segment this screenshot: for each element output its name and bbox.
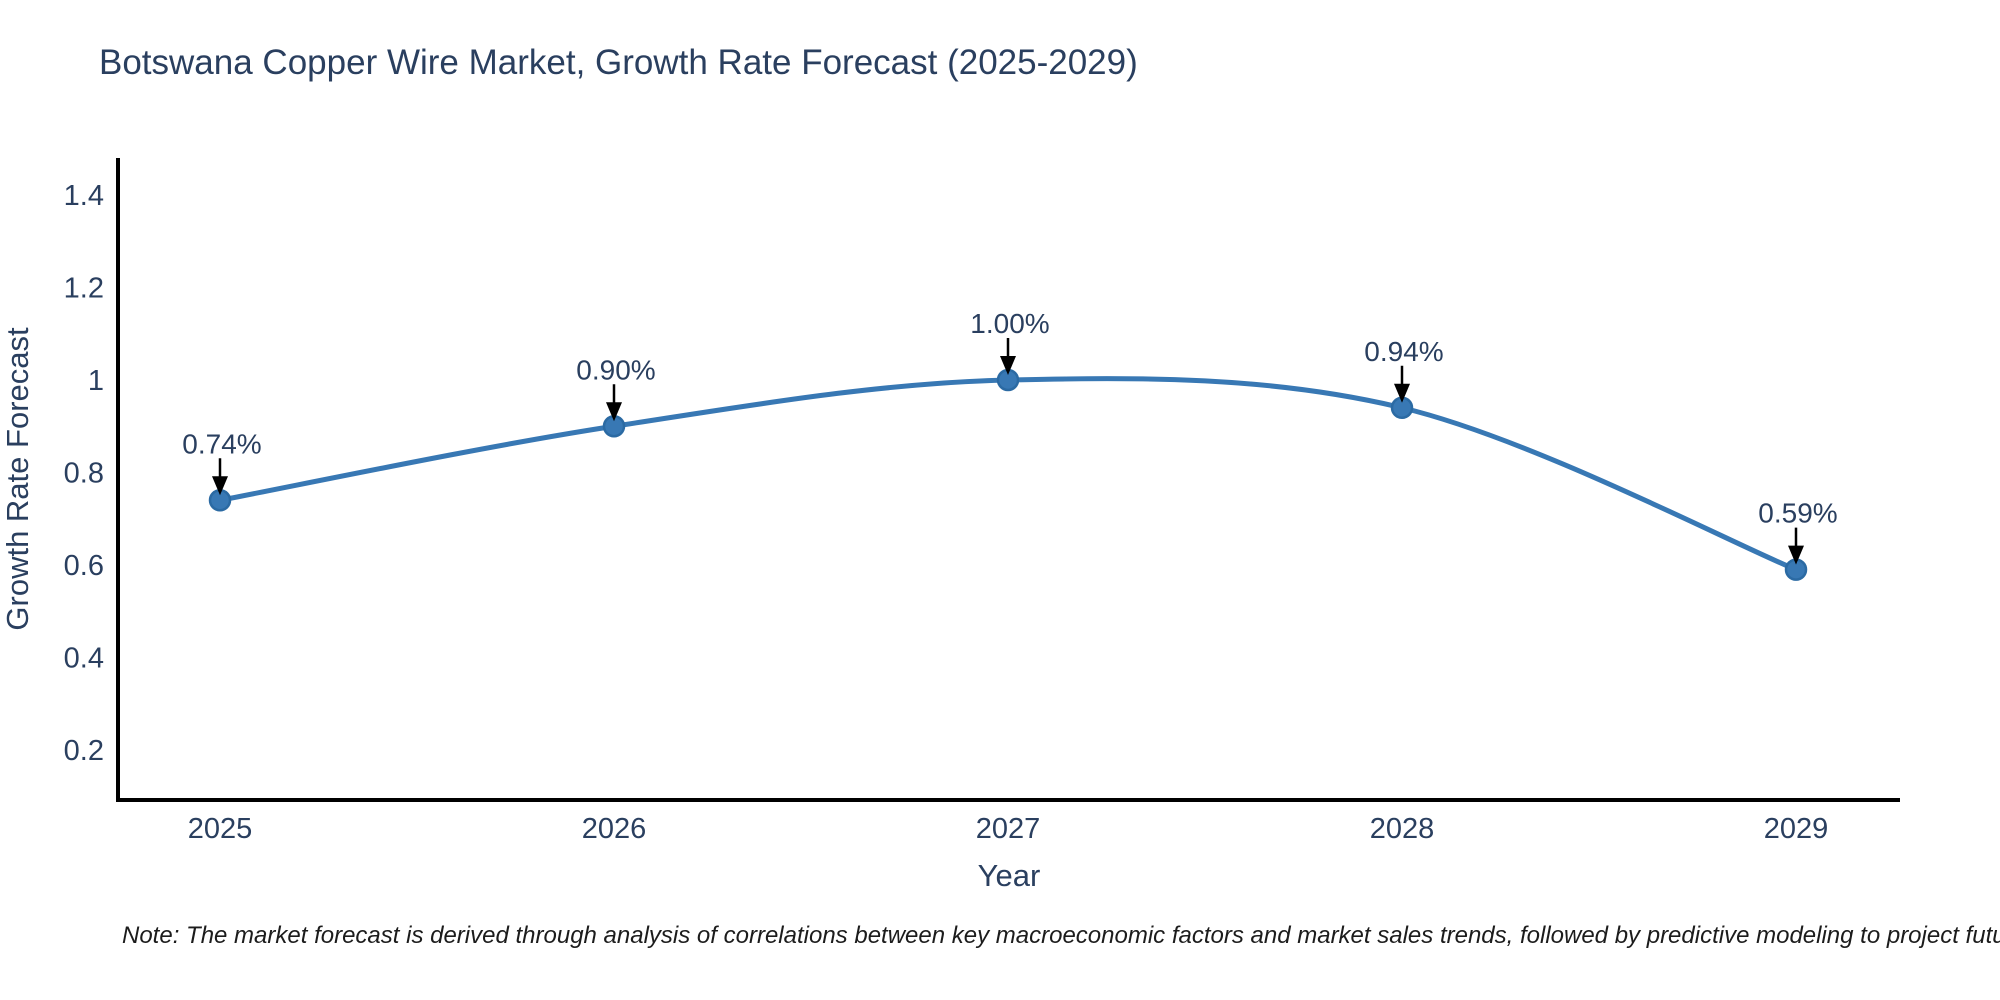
footnote: Note: The market forecast is derived thr… xyxy=(122,922,2000,949)
y-tick-label: 0.6 xyxy=(64,550,104,582)
x-tick-label: 2027 xyxy=(976,813,1041,845)
point-annotations: 0.74% 0.90% 1.00% 0.94% 0.59% xyxy=(182,308,1838,565)
trend-line-group xyxy=(217,376,1799,573)
y-tick-label: 1 xyxy=(88,365,104,397)
annotation-arrow-head xyxy=(1394,383,1410,403)
point-annotation-label: 0.94% xyxy=(1364,336,1443,367)
y-tick-label: 0.2 xyxy=(64,735,104,767)
y-axis-title: Growth Rate Forecast xyxy=(0,327,35,631)
annotation-arrow-head xyxy=(212,476,228,496)
annotation-arrow-head xyxy=(1000,356,1016,375)
y-tick-label: 0.8 xyxy=(64,458,104,490)
trend-line xyxy=(217,376,1799,573)
x-tick-label: 2028 xyxy=(1370,813,1435,845)
point-annotation-label: 0.74% xyxy=(182,428,261,459)
x-tick-labels: 2025 2026 2027 2028 2029 xyxy=(188,813,1829,845)
point-annotation-label: 0.59% xyxy=(1758,498,1837,529)
y-tick-label: 1.4 xyxy=(64,180,104,212)
x-tick-label: 2026 xyxy=(582,813,647,845)
chart-title: Botswana Copper Wire Market, Growth Rate… xyxy=(99,43,1138,82)
data-point-markers xyxy=(208,368,1808,581)
y-tick-label: 0.4 xyxy=(64,643,104,675)
x-tick-label: 2025 xyxy=(188,813,253,845)
y-tick-label: 1.2 xyxy=(64,273,104,305)
point-annotation-label: 1.00% xyxy=(970,308,1049,339)
annotation-arrow-head xyxy=(606,402,622,422)
point-annotation-label: 0.90% xyxy=(576,354,655,385)
y-tick-labels: 0.2 0.4 0.6 0.8 1 1.2 1.4 xyxy=(64,180,104,767)
annotation-arrow-head xyxy=(1788,545,1804,565)
x-axis-title: Year xyxy=(978,858,1041,893)
x-tick-label: 2029 xyxy=(1764,813,1829,845)
